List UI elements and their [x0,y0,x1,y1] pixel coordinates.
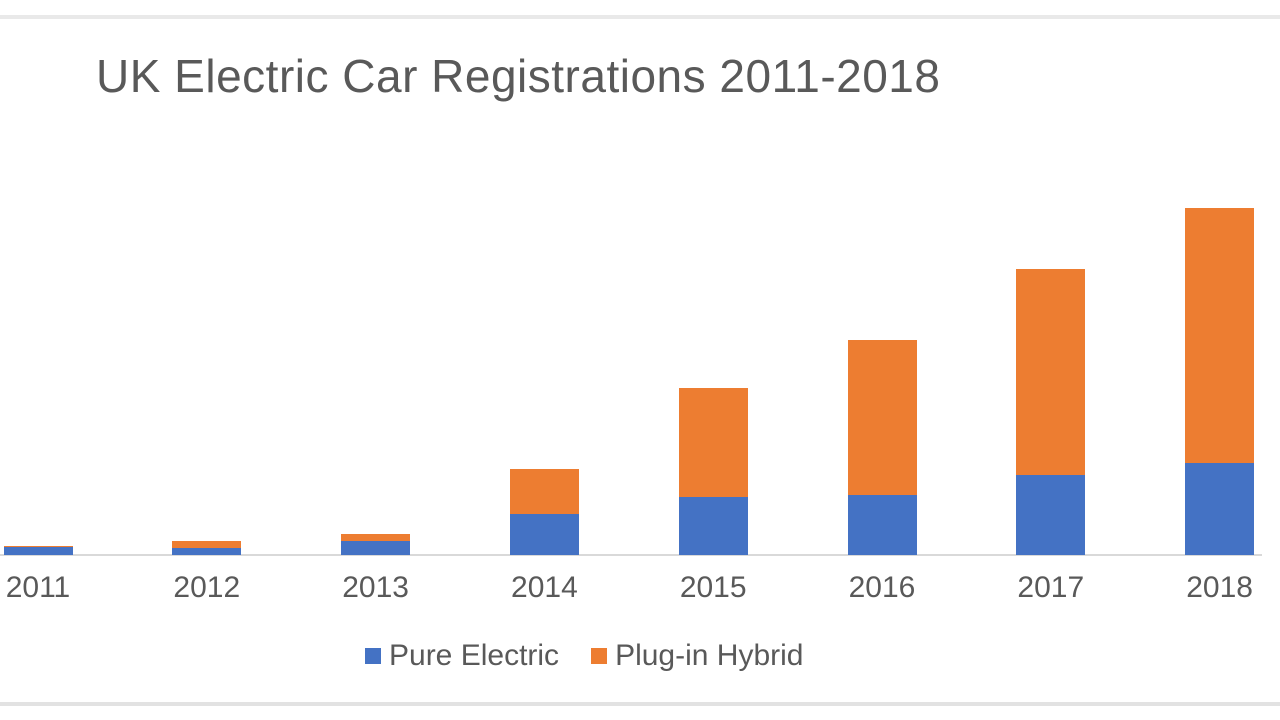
bar-plug-in-hybrid-2013 [341,533,411,541]
bar-plug-in-hybrid-2015 [678,387,748,498]
bar-plug-in-hybrid-2016 [847,339,917,495]
bar-pure-electric-2015 [678,497,748,555]
legend-item-plug-in-hybrid: Plug-in Hybrid [591,639,803,673]
page-top-divider [0,15,1280,19]
bar-plug-in-hybrid-2012 [172,540,242,548]
legend-item-pure-electric: Pure Electric [365,639,559,673]
bar-pure-electric-2014 [509,513,579,555]
x-axis-label-2016: 2016 [848,571,916,604]
page-bottom-divider [0,702,1280,706]
x-axis-label-2011: 2011 [5,571,71,604]
legend-swatch-plug-in-hybrid-icon [591,648,608,664]
bar-pure-electric-2016 [847,495,917,555]
x-axis-label-2017: 2017 [1017,571,1085,604]
bar-plug-in-hybrid-2011 [3,546,73,547]
bar-pure-electric-2017 [1016,475,1086,555]
legend-label-pure-electric: Pure Electric [389,639,560,672]
bar-pure-electric-2011 [3,546,73,555]
x-axis-label-2013: 2013 [342,571,409,604]
legend-swatch-pure-electric-icon [365,648,381,664]
legend-label-plug-in-hybrid: Plug-in Hybrid [615,639,804,672]
bar-plug-in-hybrid-2018 [1185,207,1255,464]
legend: Pure Electric Plug-in Hybrid [365,639,803,673]
bar-pure-electric-2018 [1185,463,1255,555]
bar-plug-in-hybrid-2014 [509,468,579,514]
bar-pure-electric-2013 [341,540,411,555]
chart-title: UK Electric Car Registrations 2011-2018 [96,50,941,102]
bar-plug-in-hybrid-2017 [1016,269,1086,475]
x-axis-label-2015: 2015 [679,571,747,604]
x-axis-line [0,554,1262,556]
x-axis-label-2012: 2012 [173,571,241,604]
x-axis-label-2018: 2018 [1186,571,1253,604]
bar-pure-electric-2012 [172,547,242,555]
x-axis-label-2014: 2014 [511,571,578,604]
